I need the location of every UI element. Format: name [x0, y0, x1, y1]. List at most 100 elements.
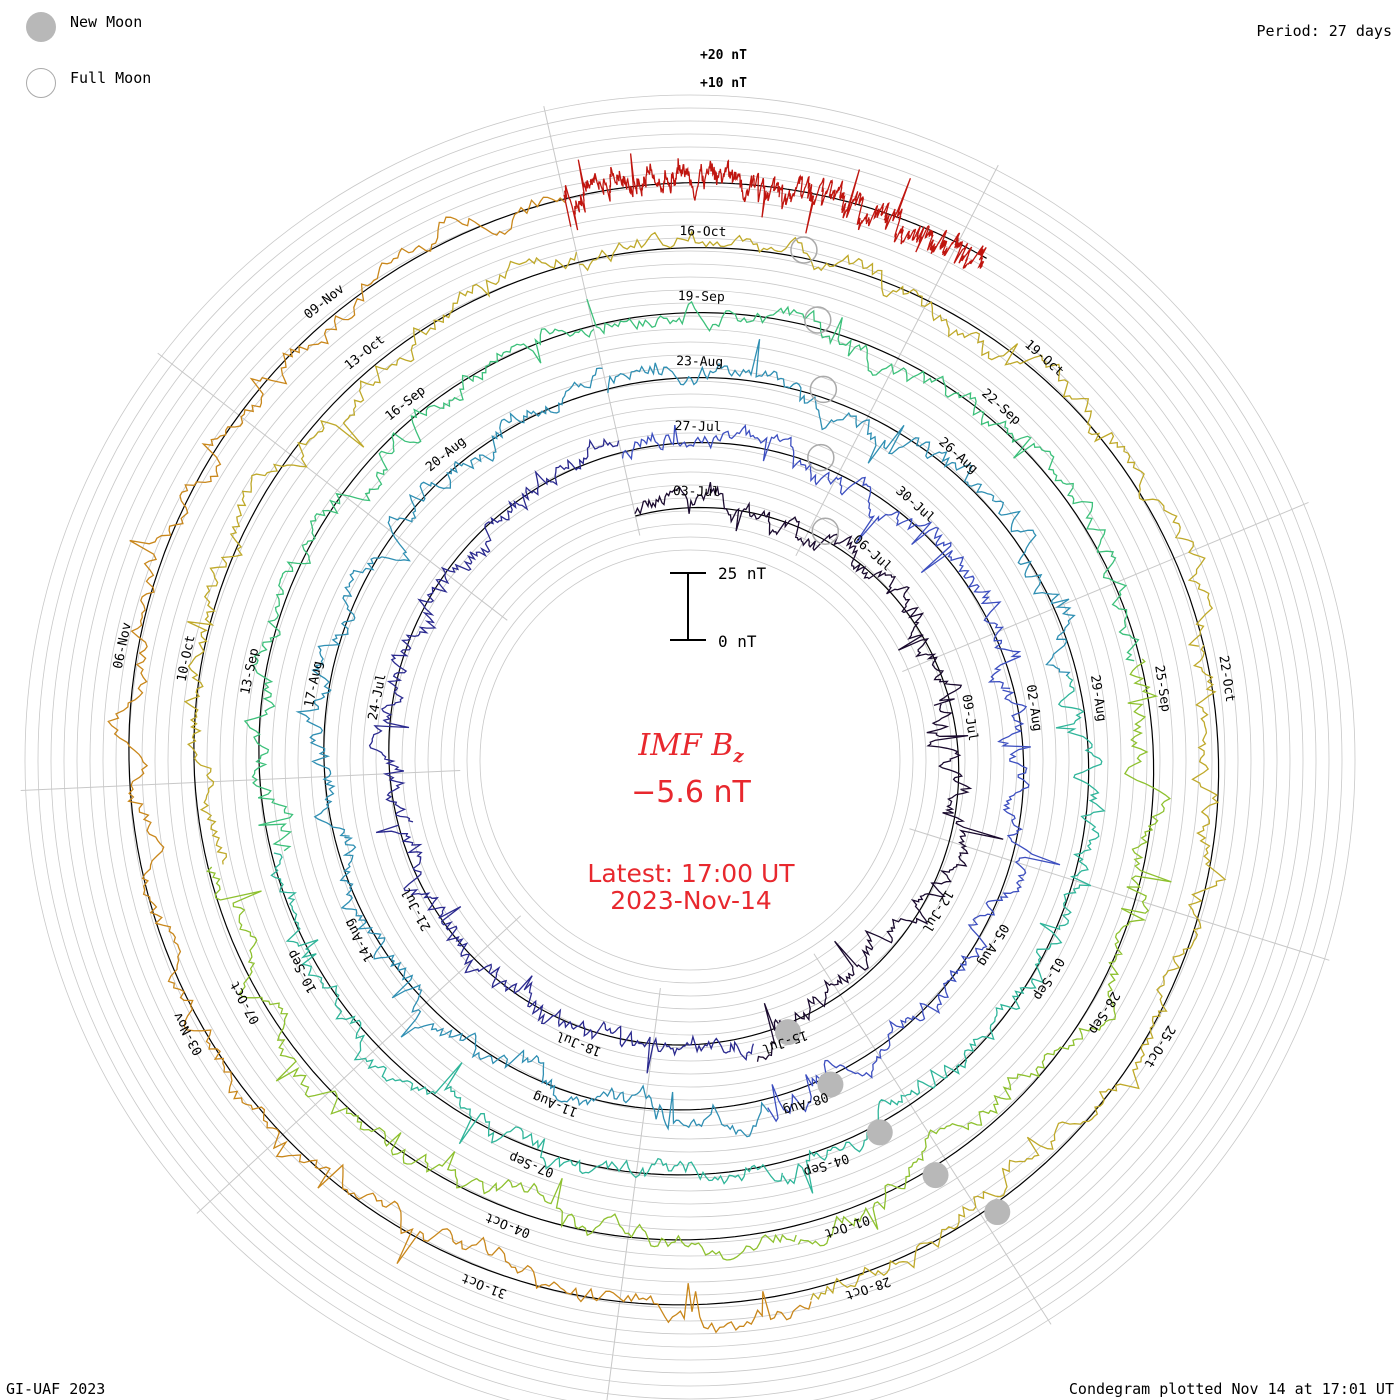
grid-ring: [63, 133, 1317, 1387]
imf-value: −5.6 nT: [631, 775, 751, 810]
zero-line: [258, 325, 1090, 1176]
bz-series-line: [183, 252, 578, 865]
grid-spoke: [795, 164, 999, 557]
ring-label-plus10: +10 nT: [700, 76, 747, 91]
date-label: 19-Sep: [678, 289, 725, 305]
grid-ring: [37, 107, 1343, 1400]
date-label: 02-Aug: [1023, 684, 1045, 733]
new-moon-marker: [866, 1119, 893, 1146]
grid-ring: [297, 367, 1083, 1153]
bz-series-line: [779, 169, 890, 234]
ring-label-plus20: +20 nT: [700, 48, 747, 63]
date-label: 16-Sep: [383, 383, 429, 424]
grid-spoke: [196, 915, 522, 1214]
date-label: 13-Sep: [238, 647, 262, 696]
grid-ring: [453, 523, 927, 997]
date-label: 29-Aug: [1087, 674, 1109, 723]
bz-series-line: [339, 836, 770, 1138]
date-label: 13-Oct: [342, 332, 388, 373]
full-moon-marker: [809, 375, 838, 404]
bz-series-line: [810, 644, 1227, 1301]
zero-line: [564, 182, 987, 259]
grid-ring: [219, 289, 1161, 1231]
bz-series-line: [563, 153, 673, 231]
date-label: 09-Jul: [958, 693, 980, 742]
date-label: 27-Jul: [674, 419, 721, 435]
legend-new-moon-label: New Moon: [70, 13, 143, 31]
date-label: 26-Aug: [935, 435, 980, 477]
date-label: 23-Aug: [676, 354, 723, 370]
date-label: 09-Nov: [301, 282, 347, 323]
grid-ring: [479, 549, 901, 971]
grid-ring: [102, 172, 1278, 1348]
latest-date: 2023-Nov-14: [610, 886, 772, 915]
grid-spoke: [157, 352, 508, 621]
bz-series-line: [142, 880, 812, 1334]
full-moon-marker: [790, 236, 818, 264]
date-label: 03-Nov: [171, 1009, 207, 1058]
legend-full-moon-label: Full Moon: [70, 69, 152, 87]
date-label: 24-Jul: [366, 673, 390, 722]
bz-series-line: [586, 298, 1140, 662]
grid-ring: [427, 497, 953, 1023]
bz-series-line: [797, 658, 1172, 1247]
new-moon-marker: [984, 1199, 1011, 1226]
zero-line: [388, 452, 960, 1046]
grid-ring: [362, 432, 1018, 1088]
moon-markers: [774, 236, 1011, 1226]
grid-ring: [271, 341, 1109, 1179]
grid-ring: [375, 445, 1005, 1075]
grid-ring: [284, 354, 1096, 1166]
date-label: 20-Aug: [423, 434, 469, 475]
grid-ring: [310, 380, 1070, 1140]
bz-series-line: [607, 339, 1076, 677]
new-moon-marker: [817, 1071, 844, 1098]
bz-series-line: [756, 703, 1004, 1062]
date-label: 25-Sep: [1151, 664, 1173, 713]
date-label: 17-Aug: [302, 660, 326, 709]
grid-ring: [180, 250, 1200, 1270]
grid-spoke: [909, 828, 1330, 961]
latest-time: Latest: 17:00 UT: [587, 859, 795, 888]
footer-plotted: Condegram plotted Nov 14 at 17:01 UT: [1068, 1380, 1394, 1398]
bz-series-line: [767, 689, 1061, 1123]
new-moon-marker: [774, 1019, 801, 1046]
full-moon-icon: [26, 68, 56, 98]
date-label: 07-Oct: [228, 978, 264, 1026]
bz-series-line: [634, 482, 963, 707]
grid-spokes: [20, 106, 1330, 1400]
grid-ring: [76, 146, 1304, 1374]
full-moon-marker: [804, 306, 832, 334]
new-moon-icon: [26, 12, 56, 42]
bz-series-line: [670, 158, 781, 218]
imf-title: IMF Bz: [491, 728, 891, 767]
bz-series-line: [243, 328, 595, 852]
zero-line: [128, 198, 1220, 1306]
grid-spoke: [902, 502, 1309, 673]
grid-spoke: [606, 988, 661, 1400]
grid-ring: [414, 484, 966, 1036]
zero-line: [323, 388, 1025, 1111]
bz-series-line: [883, 178, 987, 269]
bz-series-line: [621, 424, 1022, 690]
date-label: 19-Oct: [1021, 337, 1066, 379]
grid-ring: [89, 159, 1291, 1361]
grid-ring: [50, 120, 1330, 1400]
date-label: 22-Sep: [978, 386, 1023, 428]
bz-series-line: [295, 367, 603, 837]
imf-title-main: IMF B: [638, 728, 734, 763]
bz-series-line: [375, 824, 755, 1074]
grid-spoke: [543, 106, 641, 536]
date-label: 03-Jul: [673, 484, 720, 500]
bz-series-line: [107, 196, 566, 882]
grid-ring: [401, 471, 979, 1049]
bz-series-line: [368, 437, 620, 823]
grid-ring: [245, 315, 1135, 1205]
footer-credit: GI-UAF 2023: [6, 1380, 106, 1398]
date-label: 14-Aug: [342, 916, 378, 964]
bz-series-line: [206, 866, 797, 1261]
grid-ring: [349, 419, 1031, 1101]
grid-ring: [115, 185, 1265, 1335]
bz-series-line: [579, 230, 1214, 647]
